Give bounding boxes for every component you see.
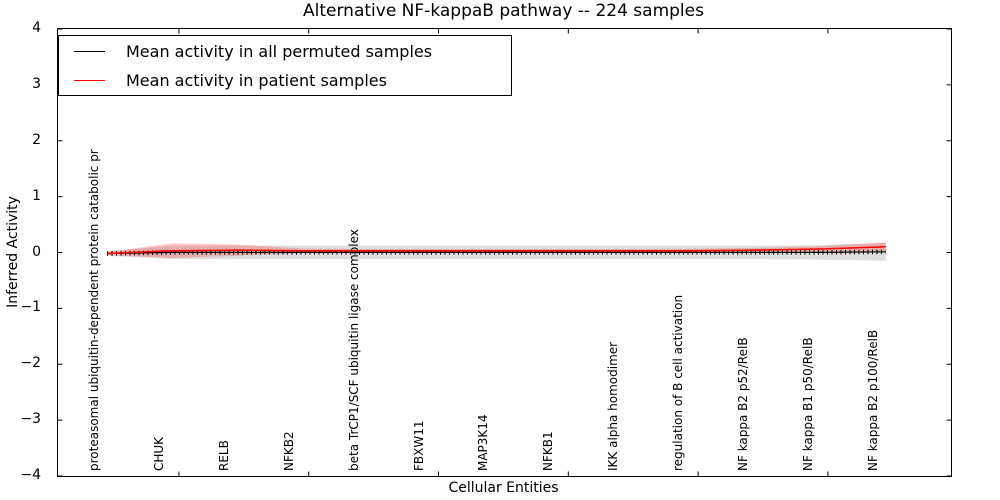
- y-axis-tick-labels: 4 3 2 1 0 −1 −2 −3 −4: [0, 20, 49, 483]
- chart-svg: [58, 29, 951, 476]
- y-tick-label: −1: [20, 299, 41, 316]
- x-category-label: IKK alpha homodimer: [606, 341, 621, 471]
- x-category-label: MAP3K14: [476, 414, 491, 471]
- y-tick-label: −2: [20, 355, 41, 372]
- legend: Mean activity in all permuted samples Me…: [58, 35, 512, 96]
- x-category-label: proteasomal ubiquitin-dependent protein …: [87, 149, 101, 471]
- y-tick-label: 1: [32, 187, 41, 204]
- y-tick-label: −3: [20, 411, 41, 428]
- y-tick-label: 0: [32, 243, 41, 260]
- x-category-label: NF kappa B2 p100/RelB: [865, 329, 880, 471]
- permuted-mean-line: [106, 251, 886, 255]
- y-axis-title: Inferred Activity: [5, 196, 21, 308]
- legend-label-permuted: Mean activity in all permuted samples: [126, 41, 433, 61]
- x-axis-title: Cellular Entities: [448, 480, 559, 496]
- x-category-label: regulation of B cell activation: [671, 294, 686, 471]
- y-tick-label: 3: [32, 75, 41, 92]
- legend-label-patient: Mean activity in patient samples: [126, 70, 387, 90]
- x-category-label: RELB: [216, 440, 231, 471]
- x-category-label: NF kappa B1 p50/RelB: [800, 337, 815, 471]
- y-tick-label: 4: [32, 20, 41, 36]
- x-category-label: NFKB1: [541, 431, 556, 471]
- x-category-label: NFKB2: [281, 431, 296, 471]
- plot-area: proteasomal ubiquitin-dependent protein …: [57, 28, 952, 477]
- legend-item-patient: Mean activity in patient samples: [59, 66, 511, 95]
- legend-line-permuted-swatch: [74, 50, 105, 52]
- legend-item-permuted: Mean activity in all permuted samples: [59, 37, 511, 66]
- patient-mean-line: [106, 246, 886, 255]
- chart-title: Alternative NF-kappaB pathway -- 224 sam…: [303, 1, 704, 21]
- legend-line-patient-swatch: [74, 79, 105, 81]
- y-tick-label: 2: [32, 131, 41, 148]
- x-category-label: FBXW11: [411, 420, 426, 472]
- x-category-label: beta TrCP1/SCF ubiquitin ligase complex: [346, 229, 361, 471]
- x-category-label: NF kappa B2 p52/RelB: [736, 337, 750, 471]
- y-tick-label: −4: [20, 467, 41, 483]
- x-category-label: CHUK: [151, 436, 166, 471]
